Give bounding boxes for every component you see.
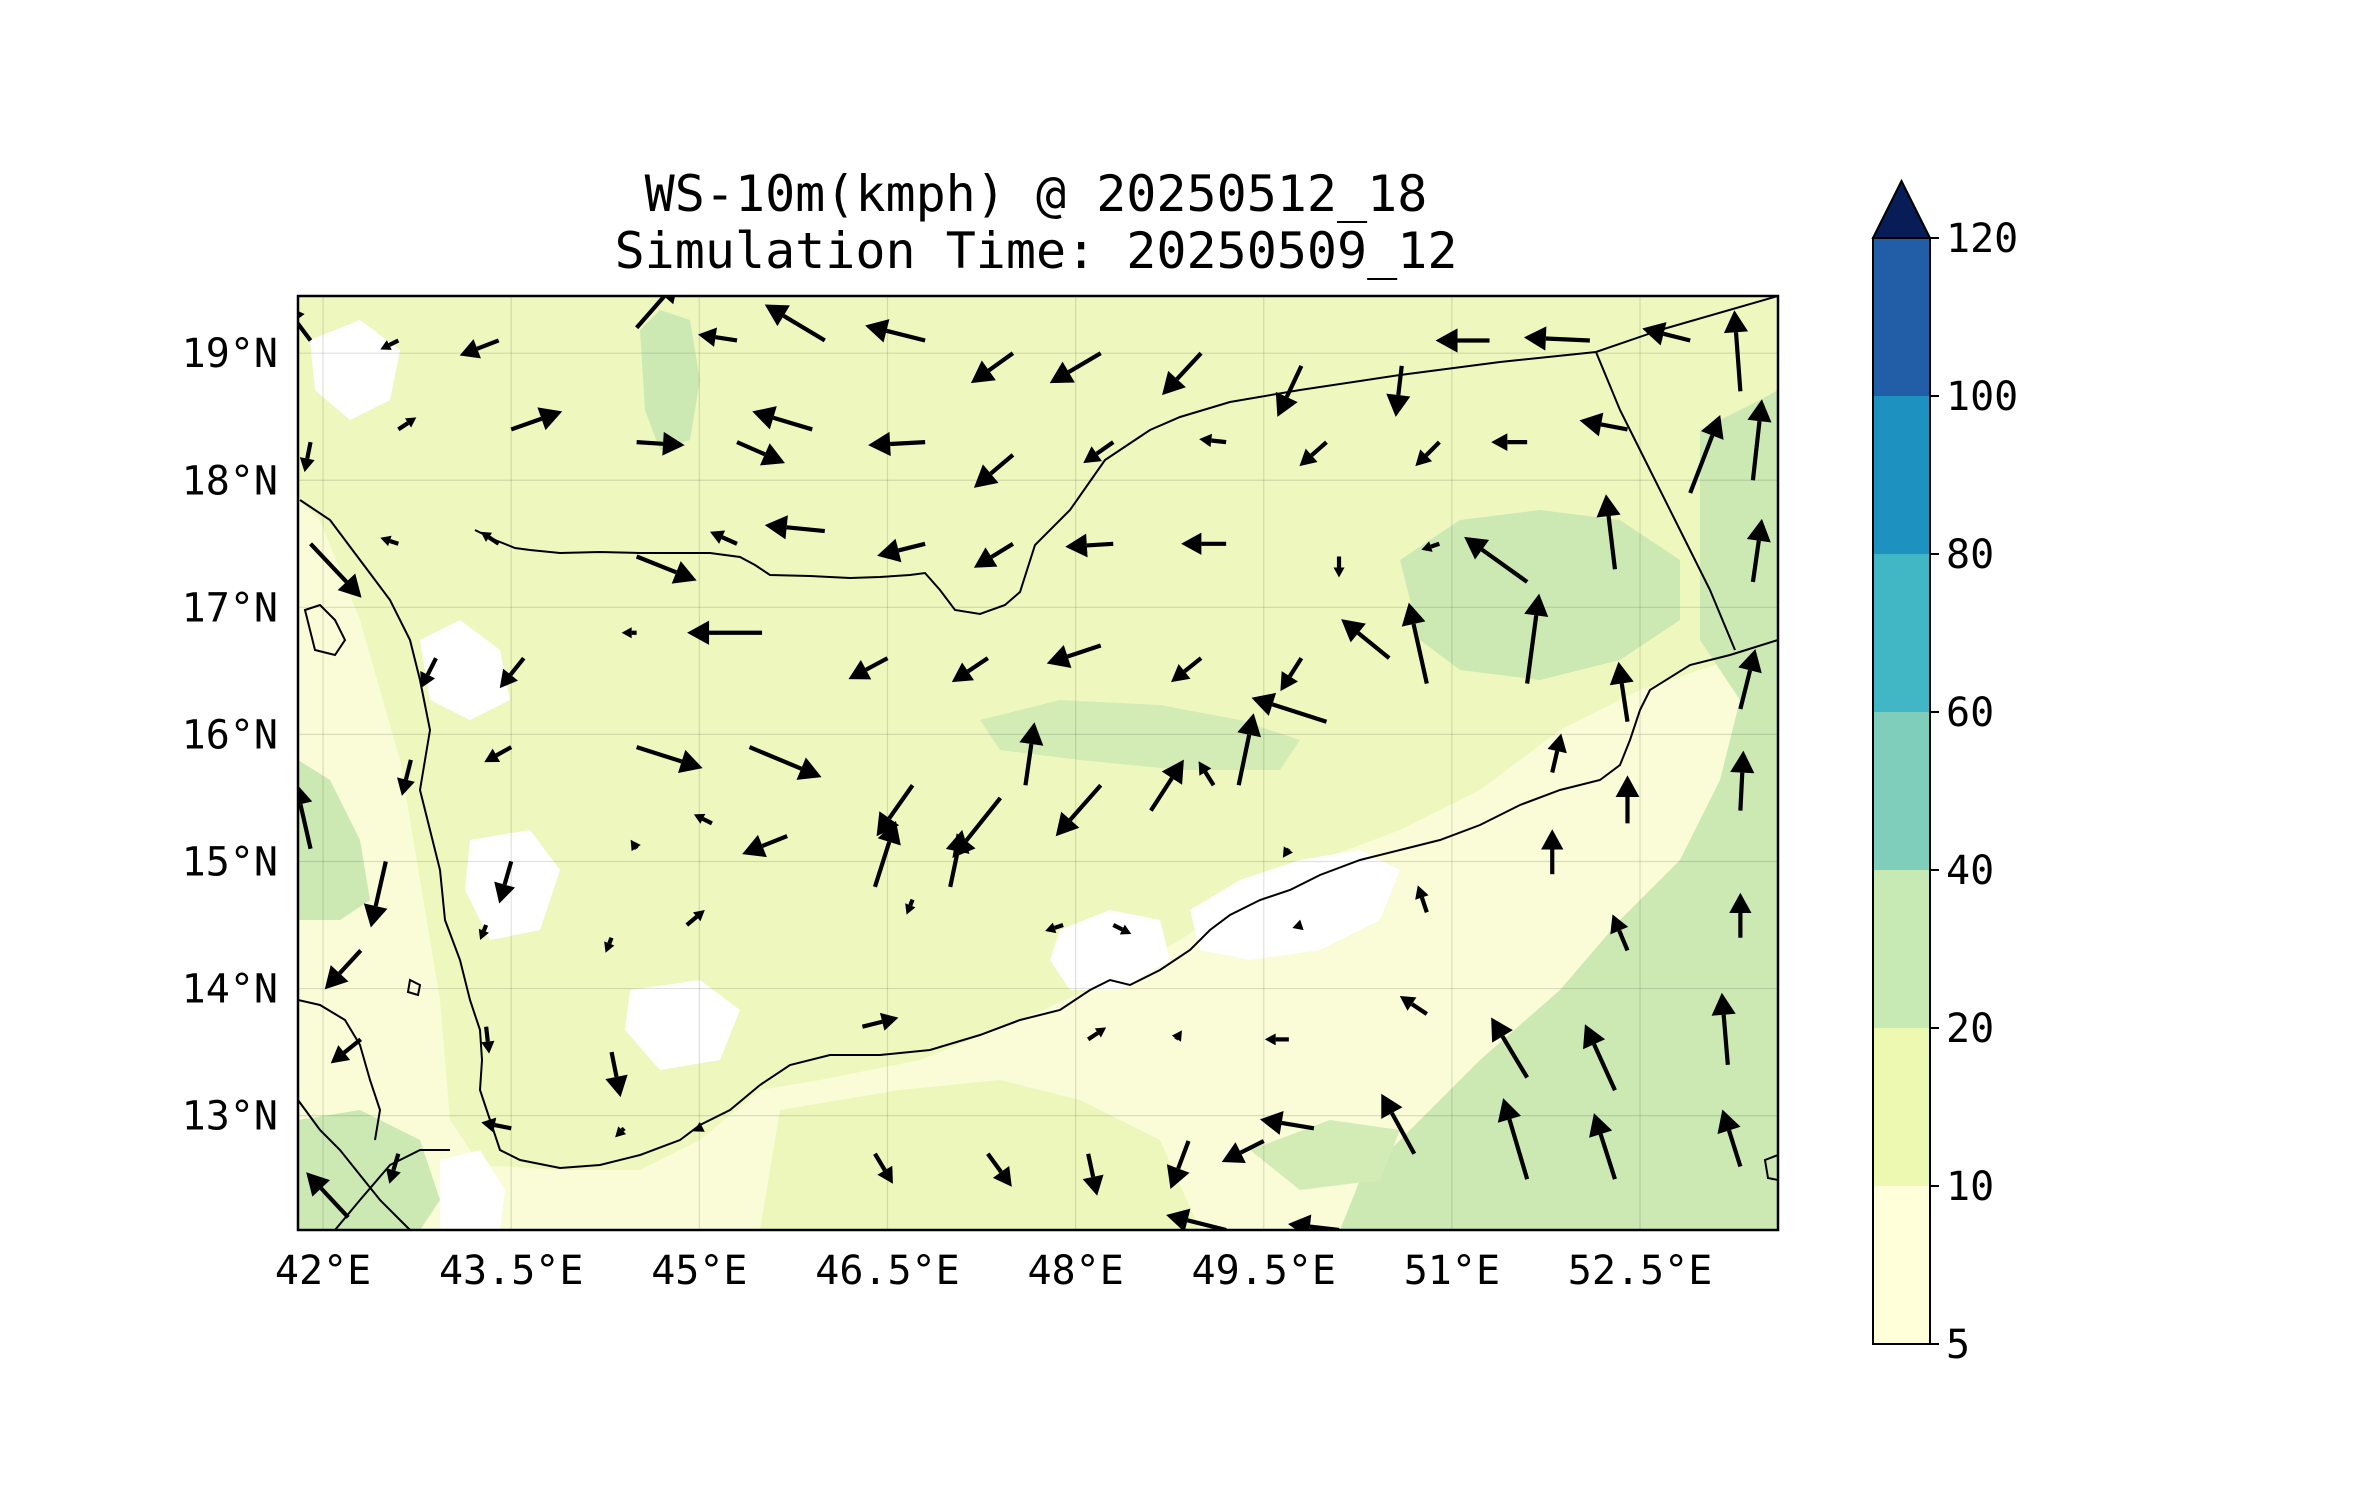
- lat-tick-label: 19°N: [182, 331, 278, 377]
- figure: WS-10m(kmph) @ 20250512_18 Simulation Ti…: [0, 0, 2371, 1500]
- lon-tick-label: 52.5°E: [1568, 1248, 1713, 1294]
- lat-tick-label: 13°N: [182, 1094, 278, 1140]
- lon-tick-label: 48°E: [1027, 1248, 1123, 1294]
- colorbar-tick-label: 120: [1946, 216, 2018, 262]
- longitude-ticks: 42°E 43.5°E 45°E 46.5°E 48°E 49.5°E 51°E 52.5°E: [275, 1248, 1712, 1294]
- colorbar-segment-3: [1873, 712, 1930, 870]
- colorbar-tick-label: 100: [1946, 374, 2018, 420]
- latitude-ticks: 19°N 18°N 17°N 16°N 15°N 14°N 13°N: [182, 331, 278, 1139]
- colorbar-tick-label: 10: [1946, 1164, 1994, 1210]
- title-line-2: Simulation Time: 20250509_12: [615, 222, 1458, 280]
- colorbar-tick-label: 20: [1946, 1006, 1994, 1052]
- lat-tick-label: 17°N: [182, 585, 278, 631]
- lon-tick-label: 46.5°E: [815, 1248, 960, 1294]
- colorbar-segment-4: [1873, 554, 1930, 712]
- lon-tick-label: 49.5°E: [1192, 1248, 1337, 1294]
- map-panel: [284, 280, 1778, 1239]
- title-line-1: WS-10m(kmph) @ 20250512_18: [645, 165, 1428, 223]
- colorbar-tick-label: 60: [1946, 690, 1994, 736]
- lon-tick-label: 51°E: [1404, 1248, 1500, 1294]
- colorbar-segment-5: [1873, 396, 1930, 554]
- colorbar-segment-0: [1873, 1186, 1930, 1344]
- colorbar-segment-1: [1873, 1028, 1930, 1186]
- lat-tick-label: 16°N: [182, 712, 278, 758]
- colorbar: 5 10 20 40 60 80 100 120: [1873, 181, 2018, 1368]
- colorbar-tick-label: 5: [1946, 1322, 1970, 1368]
- lat-tick-label: 14°N: [182, 967, 278, 1013]
- colorbar-segment-6: [1873, 238, 1930, 396]
- lon-tick-label: 42°E: [275, 1248, 371, 1294]
- lon-tick-label: 43.5°E: [439, 1248, 584, 1294]
- colorbar-segment-2: [1873, 870, 1930, 1028]
- colorbar-tick-label: 40: [1946, 848, 1994, 894]
- colorbar-tick-label: 80: [1946, 532, 1994, 578]
- lat-tick-label: 18°N: [182, 458, 278, 504]
- lon-tick-label: 45°E: [651, 1248, 747, 1294]
- colorbar-extend-arrow: [1873, 181, 1930, 238]
- lat-tick-label: 15°N: [182, 839, 278, 885]
